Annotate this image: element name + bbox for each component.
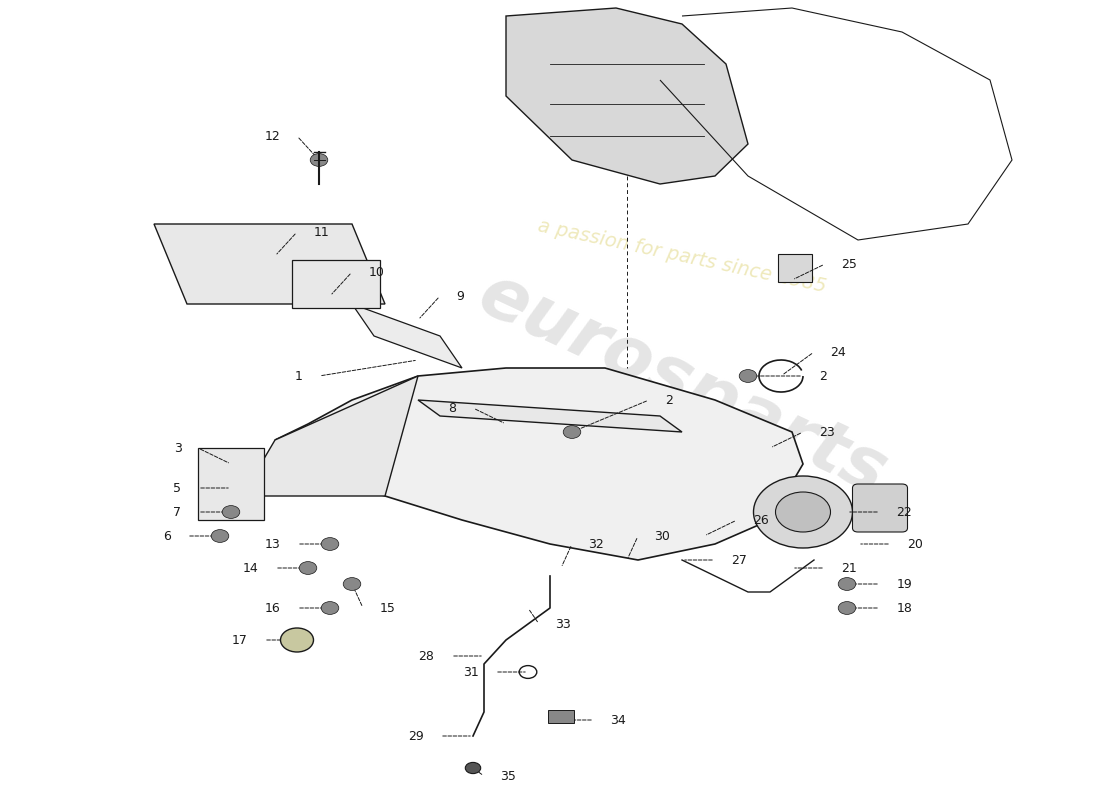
Text: 1: 1	[295, 370, 302, 382]
Circle shape	[739, 370, 757, 382]
Text: 24: 24	[830, 346, 846, 358]
Circle shape	[343, 578, 361, 590]
FancyBboxPatch shape	[852, 484, 907, 532]
Circle shape	[222, 506, 240, 518]
Circle shape	[211, 530, 229, 542]
Polygon shape	[418, 400, 682, 432]
Text: 35: 35	[500, 770, 516, 782]
Text: 33: 33	[556, 618, 571, 630]
Circle shape	[776, 492, 830, 532]
Circle shape	[838, 602, 856, 614]
Polygon shape	[198, 448, 264, 520]
Text: 26: 26	[754, 514, 769, 526]
FancyBboxPatch shape	[548, 710, 574, 723]
Text: 13: 13	[265, 538, 280, 550]
Text: 29: 29	[408, 730, 424, 742]
FancyBboxPatch shape	[778, 254, 812, 282]
Text: 18: 18	[896, 602, 912, 614]
Circle shape	[310, 154, 328, 166]
Text: 23: 23	[820, 426, 835, 438]
Circle shape	[321, 602, 339, 614]
Circle shape	[321, 538, 339, 550]
Text: 28: 28	[419, 650, 435, 662]
Text: 27: 27	[732, 554, 747, 566]
Text: 21: 21	[842, 562, 857, 574]
Text: 19: 19	[896, 578, 912, 590]
Circle shape	[288, 634, 306, 646]
Text: 7: 7	[174, 506, 182, 518]
Text: 14: 14	[243, 562, 258, 574]
Text: 2: 2	[820, 370, 827, 382]
Polygon shape	[242, 376, 418, 496]
Text: 11: 11	[314, 226, 329, 238]
Circle shape	[299, 562, 317, 574]
Circle shape	[838, 578, 856, 590]
Text: 34: 34	[610, 714, 626, 726]
Circle shape	[280, 628, 314, 652]
Text: 17: 17	[232, 634, 248, 646]
Circle shape	[563, 426, 581, 438]
Circle shape	[754, 476, 853, 548]
FancyBboxPatch shape	[292, 260, 379, 308]
Text: 2: 2	[666, 394, 673, 406]
Text: 30: 30	[654, 530, 670, 542]
Text: 15: 15	[379, 602, 395, 614]
Text: 8: 8	[449, 402, 456, 414]
Text: 22: 22	[896, 506, 912, 518]
Text: 9: 9	[456, 290, 464, 302]
Text: a passion for parts since 1985: a passion for parts since 1985	[536, 216, 828, 296]
Polygon shape	[352, 304, 462, 368]
Polygon shape	[506, 8, 748, 184]
Text: eurosparts: eurosparts	[468, 259, 896, 509]
Text: 31: 31	[463, 666, 478, 678]
Text: 6: 6	[163, 530, 170, 542]
Text: 5: 5	[174, 482, 182, 494]
Text: 16: 16	[265, 602, 280, 614]
Text: 25: 25	[842, 258, 857, 270]
Circle shape	[465, 762, 481, 774]
Polygon shape	[275, 368, 803, 560]
Polygon shape	[154, 224, 385, 304]
Text: 12: 12	[265, 130, 280, 142]
Text: 10: 10	[368, 266, 384, 278]
Text: 32: 32	[588, 538, 604, 550]
Text: 20: 20	[908, 538, 923, 550]
Text: 3: 3	[174, 442, 182, 454]
